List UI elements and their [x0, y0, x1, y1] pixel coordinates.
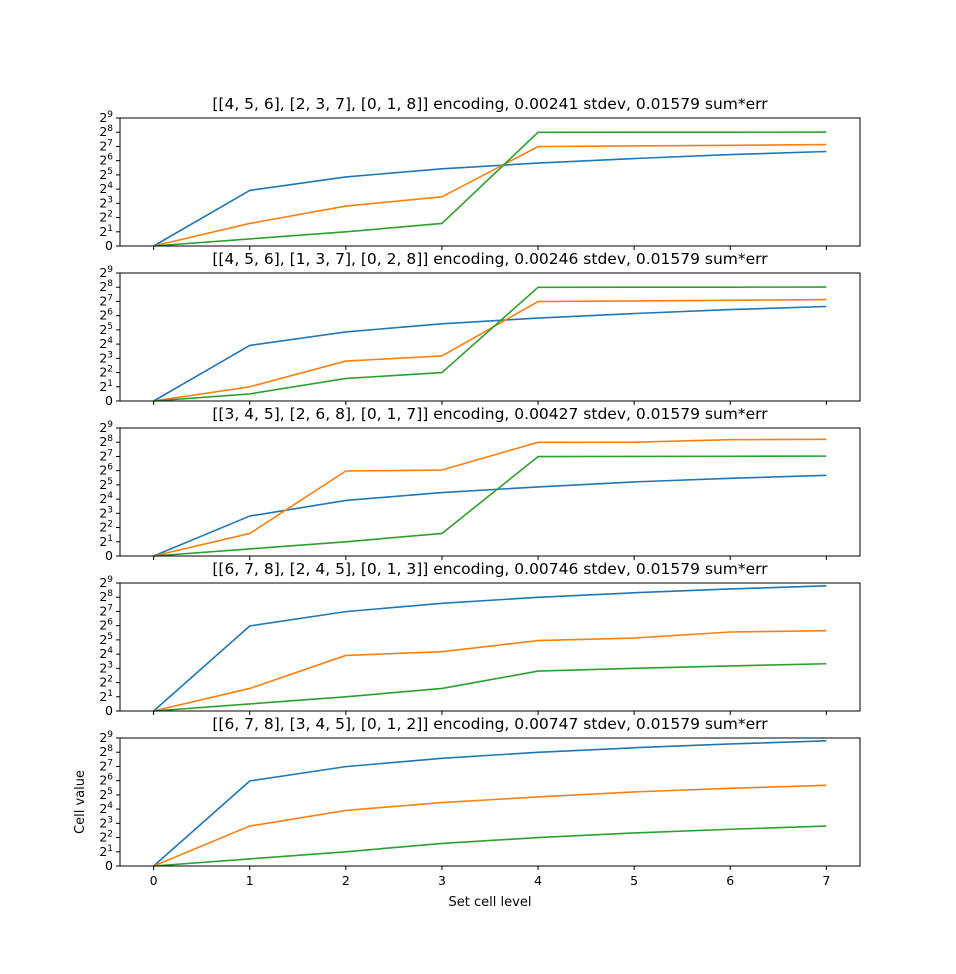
series-line-2	[153, 143, 827, 247]
series-line-2	[153, 298, 827, 402]
y-tick-label: 0	[105, 238, 113, 253]
y-tick-label: 28	[99, 124, 113, 139]
subplot-title: [[4, 5, 6], [2, 3, 7], [0, 1, 8]] encodi…	[212, 95, 768, 113]
y-tick-label: 26	[99, 308, 113, 323]
y-tick-label: 0	[105, 548, 113, 563]
axes-frame	[119, 582, 861, 712]
y-tick-label: 21	[99, 379, 113, 394]
y-tick-label: 27	[99, 758, 113, 773]
y-tick-label: 23	[99, 195, 113, 210]
series-line-3	[153, 131, 827, 247]
y-tick-label: 28	[99, 279, 113, 294]
y-axis-label: Cell value	[73, 770, 88, 834]
y-tick-label: 27	[99, 138, 113, 153]
y-tick-label: 26	[99, 618, 113, 633]
y-tick-label: 25	[99, 167, 113, 182]
axes-frame	[119, 427, 861, 557]
series-line-3	[153, 286, 827, 402]
series-line-3	[153, 662, 827, 712]
y-tick-label: 27	[99, 293, 113, 308]
subplot-2: [[4, 5, 6], [1, 3, 7], [0, 2, 8]] encodi…	[99, 250, 861, 408]
y-tick-label: 22	[99, 365, 113, 380]
y-tick-label: 23	[99, 660, 113, 675]
subplot-3: [[3, 4, 5], [2, 6, 8], [0, 1, 7]] encodi…	[99, 405, 861, 563]
y-tick-label: 29	[99, 575, 113, 590]
y-tick-label: 22	[99, 210, 113, 225]
y-tick-label: 0	[105, 393, 113, 408]
series-line-1	[153, 474, 827, 557]
x-tick-label: 7	[822, 873, 830, 888]
y-tick-label: 23	[99, 815, 113, 830]
y-tick-label: 28	[99, 589, 113, 604]
y-tick-label: 23	[99, 350, 113, 365]
series-line-3	[153, 455, 827, 557]
y-tick-label: 21	[99, 689, 113, 704]
y-tick-label: 25	[99, 787, 113, 802]
y-tick-label: 29	[99, 730, 113, 745]
series-line-2	[153, 629, 827, 712]
axes-frame	[119, 272, 861, 402]
y-tick-label: 0	[105, 858, 113, 873]
y-tick-label: 25	[99, 632, 113, 647]
y-tick-label: 24	[99, 801, 113, 816]
y-tick-label: 21	[99, 224, 113, 239]
y-tick-label: 0	[105, 703, 113, 718]
y-tick-label: 29	[99, 110, 113, 125]
x-axis-label: Set cell level	[449, 895, 532, 910]
y-tick-label: 29	[99, 265, 113, 280]
y-tick-label: 26	[99, 463, 113, 478]
y-tick-label: 27	[99, 448, 113, 463]
y-tick-label: 21	[99, 534, 113, 549]
axes-frame	[119, 737, 861, 867]
subplot-5: [[6, 7, 8], [3, 4, 5], [0, 1, 2]] encodi…	[73, 715, 861, 910]
y-tick-label: 28	[99, 434, 113, 449]
subplot-4: [[6, 7, 8], [2, 4, 5], [0, 1, 3]] encodi…	[99, 560, 861, 718]
series-line-1	[153, 305, 827, 402]
y-tick-label: 26	[99, 153, 113, 168]
y-tick-label: 22	[99, 520, 113, 535]
y-tick-label: 24	[99, 336, 113, 351]
y-tick-label: 24	[99, 646, 113, 661]
subplot-1: [[4, 5, 6], [2, 3, 7], [0, 1, 8]] encodi…	[99, 95, 861, 253]
x-tick-label: 0	[150, 873, 158, 888]
series-line-3	[153, 825, 827, 867]
x-tick-label: 3	[438, 873, 446, 888]
y-tick-label: 27	[99, 603, 113, 618]
y-tick-label: 21	[99, 844, 113, 859]
y-tick-label: 25	[99, 477, 113, 492]
series-line-2	[153, 438, 827, 557]
subplot-title: [[6, 7, 8], [3, 4, 5], [0, 1, 2]] encodi…	[212, 715, 768, 733]
y-tick-label: 22	[99, 675, 113, 690]
y-tick-label: 24	[99, 491, 113, 506]
series-line-1	[153, 150, 827, 247]
x-tick-label: 4	[534, 873, 542, 888]
x-tick-label: 2	[342, 873, 350, 888]
series-line-1	[153, 585, 827, 712]
series-line-1	[153, 740, 827, 867]
x-tick-label: 5	[630, 873, 638, 888]
subplot-title: [[4, 5, 6], [1, 3, 7], [0, 2, 8]] encodi…	[212, 250, 768, 268]
y-tick-label: 24	[99, 181, 113, 196]
subplot-title: [[6, 7, 8], [2, 4, 5], [0, 1, 3]] encodi…	[212, 560, 768, 578]
x-tick-label: 1	[246, 873, 254, 888]
series-line-2	[153, 784, 827, 867]
y-tick-label: 23	[99, 505, 113, 520]
y-tick-label: 29	[99, 420, 113, 435]
y-tick-label: 28	[99, 744, 113, 759]
x-tick-label: 6	[726, 873, 734, 888]
y-tick-label: 26	[99, 773, 113, 788]
y-tick-label: 22	[99, 830, 113, 845]
y-tick-label: 25	[99, 322, 113, 337]
subplot-title: [[3, 4, 5], [2, 6, 8], [0, 1, 7]] encodi…	[212, 405, 768, 423]
axes-frame	[119, 117, 861, 247]
